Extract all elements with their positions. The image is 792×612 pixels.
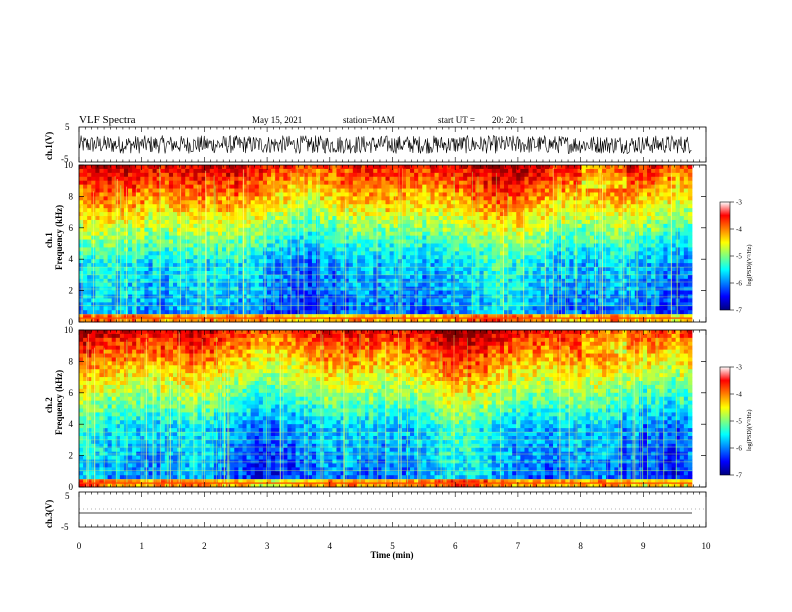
station-label: station=MAM xyxy=(343,115,395,125)
ch1-spec-ylabel-a: ch.1 xyxy=(44,232,54,248)
ch1-trace-panel: 5 -5 ch.1(V) xyxy=(44,122,707,164)
ch2-spec-ylabel-b: Frequency (kHz) xyxy=(54,370,64,435)
colorbar-tick: -3 xyxy=(736,199,742,207)
figure-title: VLF Spectra xyxy=(79,114,136,126)
spec-ytick: 10 xyxy=(64,325,74,335)
colorbar-tick: -7 xyxy=(736,307,742,315)
ch1-colorbar: -3 -4 -5 -6 -7 log(PSD)(V²/Hz) xyxy=(719,199,753,315)
ch3-trace-ylabel: ch.3(V) xyxy=(44,500,54,528)
ch3-ytick-5: 5 xyxy=(65,491,70,501)
ch1-spectrogram xyxy=(79,165,693,323)
spec-ytick: 2 xyxy=(69,451,74,461)
spec-ytick: 6 xyxy=(69,223,74,233)
x-tick-label: 6 xyxy=(453,541,458,551)
start-label: start UT = xyxy=(438,115,475,125)
ch1-trace-ylabel: ch.1(V) xyxy=(44,132,54,160)
colorbar-tick: -5 xyxy=(736,418,742,426)
colorbar-tick: -4 xyxy=(736,391,742,399)
x-tick-label: 10 xyxy=(702,541,712,551)
ch2-colorbar-label: log(PSD)(V²/Hz) xyxy=(746,410,753,451)
x-tick-label: 1 xyxy=(139,541,144,551)
spec-ytick: 4 xyxy=(69,419,74,429)
ch2-spectrogram xyxy=(79,330,693,488)
ch2-colorbar: -3 -4 -5 -6 -7 log(PSD)(V²/Hz) xyxy=(719,364,753,480)
ch1-trace-line xyxy=(78,134,692,155)
spec-ytick: 4 xyxy=(69,254,74,264)
x-axis-label: Time (min) xyxy=(370,550,413,560)
x-tick-label: 3 xyxy=(265,541,270,551)
start-time: 20: 20: 1 xyxy=(492,115,524,125)
x-axis-ticks xyxy=(78,127,707,527)
colorbar-tick: -4 xyxy=(736,226,742,234)
colorbar-tick: -3 xyxy=(736,364,742,372)
x-tick-label: 9 xyxy=(641,541,646,551)
x-tick-label: 0 xyxy=(77,541,82,551)
x-tick-label: 8 xyxy=(578,541,583,551)
spec-ytick: 8 xyxy=(69,356,74,366)
spec-ytick: 8 xyxy=(69,191,74,201)
colorbar-tick: -6 xyxy=(736,280,742,288)
ch1-spectrogram-panel: 0 2 4 6 8 10 ch.1 Frequency (kHz) xyxy=(44,160,707,327)
ch1-colorbar-label: log(PSD)(V²/Hz) xyxy=(746,245,753,286)
spec-ytick: 0 xyxy=(69,317,74,327)
colorbar-tick: -7 xyxy=(736,472,742,480)
x-tick-label: 7 xyxy=(516,541,521,551)
ch1-spec-ylabel-b: Frequency (kHz) xyxy=(54,205,64,270)
spec-ytick: 10 xyxy=(64,160,74,170)
spec-ytick: 0 xyxy=(69,482,74,492)
ch2-spec-ylabel-a: ch.2 xyxy=(44,397,54,413)
x-tick-label: 2 xyxy=(202,541,207,551)
ch3-ytick-neg5: -5 xyxy=(61,522,69,532)
spec-ytick: 6 xyxy=(69,388,74,398)
ch1-ytick-5: 5 xyxy=(65,122,70,132)
colorbar-tick: -6 xyxy=(736,445,742,453)
x-tick-label: 4 xyxy=(328,541,333,551)
x-axis-tick-labels: 0 1 2 3 4 5 6 7 8 9 10 xyxy=(77,541,711,551)
ch3-trace-panel: 5 -5 ch.3(V) xyxy=(44,491,707,532)
x-tick-label: 5 xyxy=(390,541,395,551)
ch2-spectrogram-panel: 0 2 4 6 8 10 ch.2 Frequency (kHz) xyxy=(44,325,707,492)
spec-ytick: 2 xyxy=(69,286,74,296)
date-label: May 15, 2021 xyxy=(252,115,302,125)
colorbar-tick: -5 xyxy=(736,253,742,261)
ch1-ytick-neg5: -5 xyxy=(61,154,69,164)
